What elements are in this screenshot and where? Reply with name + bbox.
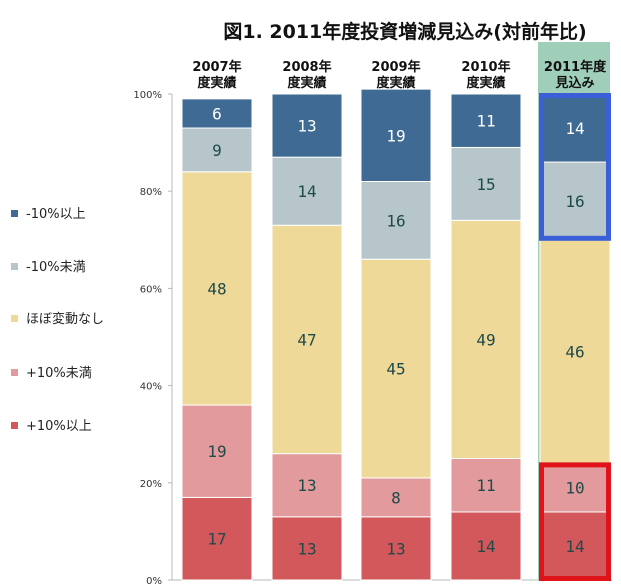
y-tick-label: 40% <box>140 382 162 393</box>
bar-segment <box>539 239 611 464</box>
category-label: 度実績 <box>466 75 505 91</box>
legend-label: ほぼ変動なし <box>26 311 104 327</box>
bar-segment <box>181 98 253 129</box>
data-label: 17 <box>207 530 226 549</box>
y-tick-label: 100% <box>133 90 162 101</box>
legend-label: +10%以上 <box>26 419 92 434</box>
category-label: 2010年 <box>461 59 510 75</box>
bar-segment <box>450 458 522 513</box>
data-label: 6 <box>212 104 222 123</box>
data-label: 11 <box>476 476 495 495</box>
data-label: 47 <box>297 330 316 349</box>
data-label: 48 <box>207 279 226 298</box>
category-label: 度実績 <box>197 75 236 91</box>
bar-segment <box>360 516 432 581</box>
legend-label: -10%以上 <box>26 207 86 222</box>
data-label: 16 <box>386 211 405 230</box>
data-label: 10 <box>565 479 584 498</box>
category-label: 2009年 <box>371 59 420 75</box>
y-tick-label: 60% <box>140 284 162 295</box>
data-label: 9 <box>212 141 222 160</box>
bar-segment <box>450 146 522 221</box>
bar-segment <box>181 171 253 406</box>
legend-swatch <box>11 422 18 429</box>
data-label: 13 <box>386 539 405 558</box>
category-label: 度実績 <box>287 75 326 91</box>
bar-segment <box>360 477 432 518</box>
legend-label: +10%未満 <box>26 366 92 381</box>
bar-segment <box>271 156 343 226</box>
category-label: 見込み <box>554 75 594 91</box>
data-label: 11 <box>476 112 495 131</box>
bar-segment <box>360 88 432 182</box>
data-label: 8 <box>391 488 401 507</box>
y-tick-label: 0% <box>146 576 162 586</box>
category-label: 2008年 <box>282 59 331 75</box>
bar-segment <box>539 93 611 163</box>
bar-segment <box>450 93 522 148</box>
y-tick-label: 20% <box>140 479 162 490</box>
bar-segment <box>181 127 253 173</box>
data-label: 16 <box>565 192 584 211</box>
data-label: 46 <box>565 343 584 362</box>
legend-swatch <box>11 263 18 270</box>
legend-swatch <box>11 369 18 376</box>
category-label: 2007年 <box>192 59 241 75</box>
bar-segment <box>271 224 343 455</box>
legend-label: -10%未満 <box>26 260 86 275</box>
bar-segment <box>360 258 432 479</box>
data-label: 19 <box>207 442 226 461</box>
data-label: 13 <box>297 539 316 558</box>
highlight-frame-increase <box>539 462 611 581</box>
data-label: 14 <box>565 119 584 138</box>
data-label: 13 <box>297 117 316 136</box>
chart-title: 図1. 2011年度投資増減見込み(対前年比) <box>223 20 586 43</box>
bar-segment <box>539 511 611 581</box>
data-label: 49 <box>476 330 495 349</box>
data-label: 19 <box>386 126 405 145</box>
category-label: 度実績 <box>376 75 415 91</box>
data-label: 14 <box>565 537 584 556</box>
data-label: 14 <box>297 182 316 201</box>
highlight-frame-decrease <box>539 93 611 241</box>
bar-segment <box>181 496 253 581</box>
bar-segment <box>271 93 343 158</box>
legend-swatch <box>11 315 18 322</box>
bar-segment <box>181 404 253 498</box>
data-label: 15 <box>476 175 495 194</box>
bar-segment <box>450 219 522 459</box>
data-label: 45 <box>386 360 405 379</box>
data-label: 13 <box>297 476 316 495</box>
legend-swatch <box>11 210 18 217</box>
y-tick-label: 80% <box>140 187 162 198</box>
category-label: 2011年度 <box>544 59 607 75</box>
data-label: 14 <box>476 537 495 556</box>
